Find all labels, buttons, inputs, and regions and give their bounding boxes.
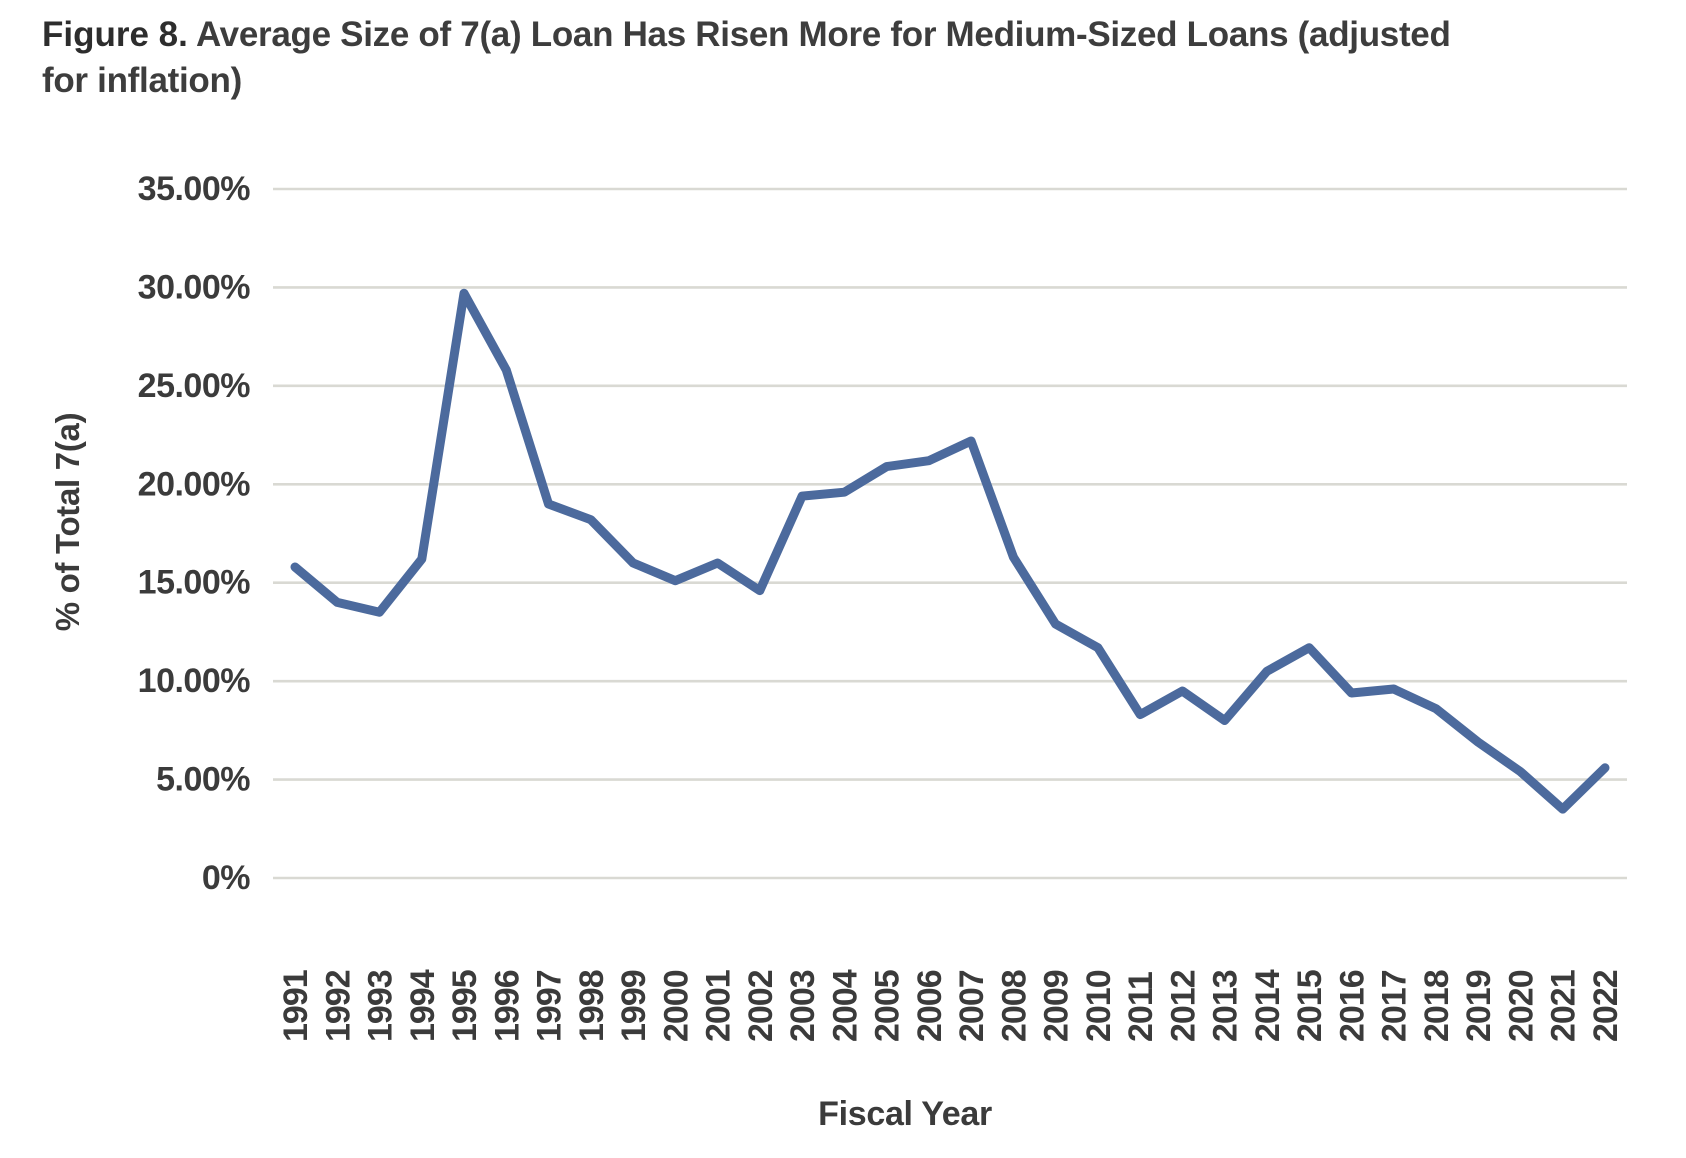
x-tick-label: 2015 bbox=[1291, 970, 1329, 1042]
x-tick-label: 2001 bbox=[700, 970, 738, 1042]
x-tick-label: 1992 bbox=[319, 970, 357, 1042]
x-tick-label: 2010 bbox=[1080, 970, 1118, 1042]
x-tick-label: 2008 bbox=[995, 970, 1033, 1042]
x-tick-label: 2000 bbox=[657, 970, 695, 1042]
x-tick-label: 2007 bbox=[953, 970, 991, 1042]
x-tick-label: 2006 bbox=[911, 970, 949, 1042]
x-tick-label: 2022 bbox=[1587, 970, 1625, 1042]
x-tick-label: 2004 bbox=[826, 969, 864, 1042]
figure-title-text: Average Size of 7(a) Loan Has Risen More… bbox=[42, 15, 1451, 101]
y-axis-title: % of Total 7(a) bbox=[49, 412, 86, 632]
y-tick-label: 15.00% bbox=[138, 564, 251, 602]
x-tick-label: 2019 bbox=[1460, 970, 1498, 1042]
figure-title: Figure 8. Average Size of 7(a) Loan Has … bbox=[42, 12, 1492, 104]
x-tick-label: 2002 bbox=[742, 970, 780, 1042]
x-tick-label: 2016 bbox=[1333, 970, 1371, 1042]
x-tick-label: 2014 bbox=[1249, 969, 1287, 1042]
y-tick-label: 25.00% bbox=[138, 367, 251, 405]
x-tick-label: 2013 bbox=[1207, 970, 1245, 1042]
y-tick-label: 0% bbox=[202, 859, 250, 897]
x-tick-label: 1991 bbox=[277, 970, 315, 1042]
x-tick-label: 1995 bbox=[446, 970, 484, 1042]
x-tick-label: 1996 bbox=[488, 970, 526, 1042]
figure-number-label: Figure 8. bbox=[42, 15, 188, 54]
x-tick-label: 1999 bbox=[615, 970, 653, 1042]
x-axis-title: Fiscal Year bbox=[818, 1095, 992, 1133]
x-tick-label: 2009 bbox=[1038, 970, 1076, 1042]
y-tick-label: 20.00% bbox=[138, 465, 251, 503]
x-tick-label: 2018 bbox=[1418, 970, 1456, 1042]
x-tick-label: 1994 bbox=[404, 969, 442, 1042]
x-tick-label: 1993 bbox=[362, 970, 400, 1042]
x-tick-label: 2017 bbox=[1376, 970, 1414, 1042]
y-tick-label: 5.00% bbox=[156, 761, 250, 799]
x-tick-label: 2005 bbox=[869, 970, 907, 1042]
y-tick-label: 35.00% bbox=[138, 170, 251, 208]
x-tick-label: 1997 bbox=[531, 970, 569, 1042]
y-tick-label: 10.00% bbox=[138, 662, 251, 700]
y-tick-label: 30.00% bbox=[138, 268, 251, 306]
x-tick-label: 2003 bbox=[784, 970, 822, 1042]
data-line bbox=[290, 288, 1610, 814]
x-tick-label: 2011 bbox=[1122, 972, 1160, 1042]
x-tick-label: 2012 bbox=[1164, 970, 1202, 1042]
x-tick-label: 1998 bbox=[573, 970, 611, 1042]
x-tick-label: 2020 bbox=[1502, 970, 1540, 1042]
x-tick-label: 2021 bbox=[1545, 970, 1583, 1042]
